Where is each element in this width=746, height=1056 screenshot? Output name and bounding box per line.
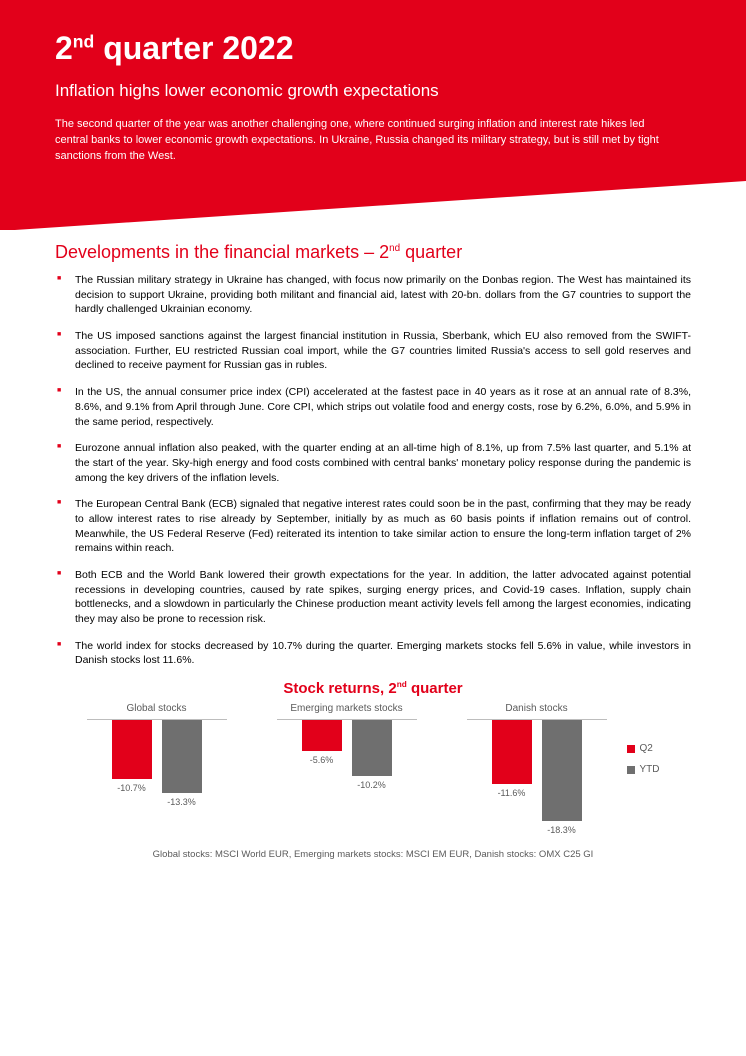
chart-group: Emerging markets stocks -5.6% -10.2% [277, 703, 417, 835]
chart-group-label: Emerging markets stocks [290, 703, 402, 717]
chart-bars: -5.6% -10.2% [302, 720, 392, 790]
bar-q2-label: -11.6% [498, 788, 526, 798]
bar-ytd-wrap: -13.3% [162, 720, 202, 807]
chart-title-suffix: quarter [407, 680, 463, 697]
content-area: Developments in the financial markets – … [0, 230, 746, 860]
page-subtitle: Inflation highs lower economic growth ex… [55, 81, 691, 101]
bar-q2-label: -5.6% [310, 755, 334, 765]
intro-paragraph: The second quarter of the year was anoth… [55, 117, 675, 165]
legend-label-ytd: YTD [640, 764, 660, 775]
bullet-item: The European Central Bank (ECB) signaled… [55, 497, 691, 556]
page-title: 2nd quarter 2022 [55, 30, 691, 67]
chart-area: Global stocks -10.7% -13.3% Emerging market… [55, 703, 691, 835]
bar-q2 [492, 720, 532, 784]
bar-q2-wrap: -11.6% [492, 720, 532, 835]
bullet-item: Eurozone annual inflation also peaked, w… [55, 441, 691, 485]
chart-title-prefix: Stock returns, 2 [283, 680, 396, 697]
title-suffix: quarter 2022 [94, 30, 293, 66]
section-heading: Developments in the financial markets – … [55, 242, 691, 263]
bar-q2 [302, 720, 342, 751]
chart-bars: -11.6% -18.3% [492, 720, 582, 835]
bar-ytd [352, 720, 392, 776]
bar-q2-wrap: -5.6% [302, 720, 342, 790]
title-ordinal: nd [73, 31, 95, 51]
chart-group-label: Global stocks [126, 703, 186, 717]
legend-item-q2: Q2 [627, 743, 660, 754]
legend-item-ytd: YTD [627, 764, 660, 775]
bar-ytd-wrap: -18.3% [542, 720, 582, 835]
bar-ytd-label: -18.3% [547, 825, 576, 835]
chart-title-ordinal: nd [397, 680, 407, 689]
chart-footnote: Global stocks: MSCI World EUR, Emerging … [55, 849, 691, 860]
bar-ytd [542, 720, 582, 821]
bullet-item: In the US, the annual consumer price ind… [55, 385, 691, 429]
chart-bars: -10.7% -13.3% [112, 720, 202, 807]
chart-group: Danish stocks -11.6% -18.3% [467, 703, 607, 835]
bar-ytd [162, 720, 202, 793]
bar-q2 [112, 720, 152, 779]
bar-ytd-wrap: -10.2% [352, 720, 392, 790]
bullet-list: The Russian military strategy in Ukraine… [55, 273, 691, 668]
legend-swatch-ytd [627, 766, 635, 774]
chart-legend: Q2 YTD [627, 703, 660, 785]
bar-q2-wrap: -10.7% [112, 720, 152, 807]
title-prefix: 2 [55, 30, 73, 66]
legend-swatch-q2 [627, 745, 635, 753]
bullet-item: Both ECB and the World Bank lowered thei… [55, 568, 691, 627]
chart-group-label: Danish stocks [505, 703, 567, 717]
bullet-item: The Russian military strategy in Ukraine… [55, 273, 691, 317]
chart-title: Stock returns, 2nd quarter [55, 680, 691, 697]
chart-groups: Global stocks -10.7% -13.3% Emerging market… [87, 703, 607, 835]
bar-ytd-label: -13.3% [167, 797, 196, 807]
chart-group: Global stocks -10.7% -13.3% [87, 703, 227, 835]
legend-label-q2: Q2 [640, 743, 653, 754]
bar-ytd-label: -10.2% [357, 780, 386, 790]
heading-prefix: Developments in the financial markets – … [55, 242, 389, 262]
heading-ordinal: nd [389, 243, 400, 254]
heading-suffix: quarter [400, 242, 462, 262]
bar-q2-label: -10.7% [117, 783, 146, 793]
bullet-item: The US imposed sanctions against the lar… [55, 329, 691, 373]
bullet-item: The world index for stocks decreased by … [55, 639, 691, 668]
header-band: 2nd quarter 2022 Inflation highs lower e… [0, 0, 746, 230]
